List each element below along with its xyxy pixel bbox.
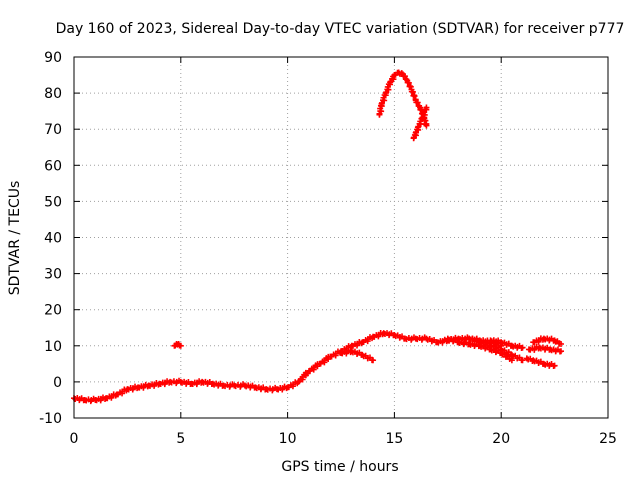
- data-point: [423, 104, 430, 111]
- series-late-cluster-low: [523, 355, 558, 369]
- data-point: [519, 344, 526, 351]
- y-tick-label: 60: [44, 158, 62, 174]
- series-late-upper: [487, 337, 526, 351]
- series-late-cluster-mid: [525, 343, 565, 355]
- y-tick-label: 70: [44, 122, 62, 138]
- data-point: [551, 362, 558, 369]
- y-tick-label: 90: [44, 50, 62, 66]
- data-points: [71, 69, 565, 405]
- x-tick-label: 20: [492, 431, 510, 447]
- series-main-band: [71, 329, 505, 405]
- y-tick-label: 50: [44, 194, 62, 210]
- grid: [74, 57, 608, 418]
- data-point: [508, 357, 515, 364]
- series-late-cluster: [530, 335, 565, 347]
- y-tick-label: 0: [53, 375, 62, 391]
- data-point: [401, 73, 408, 80]
- y-tick-label: 20: [44, 303, 62, 319]
- data-point: [423, 122, 430, 129]
- x-tick-label: 10: [279, 431, 297, 447]
- y-tick-label: 80: [44, 86, 62, 102]
- series-isolated-blip: [171, 340, 184, 349]
- data-point: [519, 357, 526, 364]
- x-tick-label: 15: [385, 431, 403, 447]
- x-tick-label: 0: [70, 431, 79, 447]
- y-axis-label: SDTVAR / TECUs: [7, 181, 23, 296]
- y-tick-label: 40: [44, 231, 62, 247]
- series-high-arc-tail: [410, 104, 430, 142]
- y-tick-label: 10: [44, 339, 62, 355]
- y-tick-label: 30: [44, 267, 62, 283]
- chart-title: Day 160 of 2023, Sidereal Day-to-day VTE…: [56, 21, 625, 37]
- data-point: [558, 340, 565, 347]
- data-point: [177, 342, 184, 349]
- data-point: [411, 93, 418, 100]
- series-early-branch: [338, 347, 377, 364]
- x-tick-label: 25: [599, 431, 617, 447]
- x-tick-label: 5: [176, 431, 185, 447]
- y-tick-label: -10: [39, 411, 62, 427]
- data-point: [558, 348, 565, 355]
- data-point: [414, 99, 421, 106]
- x-axis-label: GPS time / hours: [281, 459, 398, 475]
- data-point: [370, 357, 377, 364]
- ticks: 0 5 10 15 20 25 -10 0 10 20 30 40 50 60 70 80 90: [39, 50, 617, 447]
- series-descending-2: [466, 335, 526, 364]
